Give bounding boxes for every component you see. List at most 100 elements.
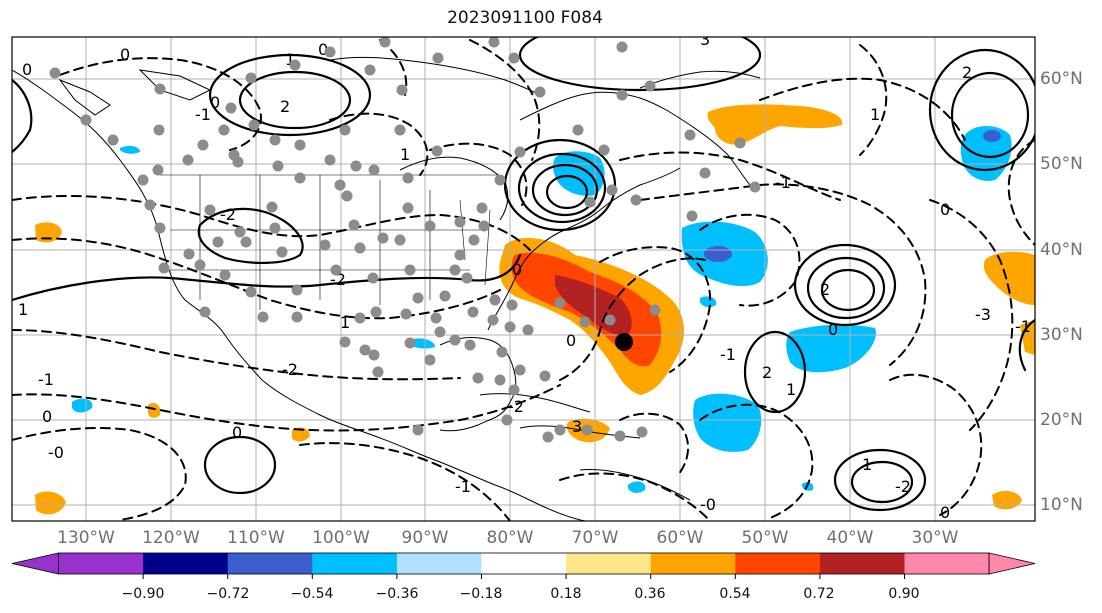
colorbar-tick-label: −0.72	[207, 586, 250, 602]
cold-anomaly-tropical	[693, 393, 762, 452]
warm-anomaly-pacific-sw	[35, 491, 66, 515]
contour-label: -1	[1015, 317, 1031, 336]
observation-marker	[319, 239, 331, 251]
lat-label: 20°N	[1040, 410, 1083, 430]
observation-marker	[644, 80, 656, 92]
colorbar-segment	[143, 553, 229, 574]
contour-label: 1	[340, 313, 350, 332]
observation-marker	[424, 220, 436, 232]
observation-marker	[461, 272, 473, 284]
observation-marker	[439, 290, 451, 302]
colorbar-ticks: −0.90 −0.72 −0.54 −0.36 −0.18 0.18 0.36 …	[122, 586, 920, 602]
contour-label: 0	[828, 320, 838, 339]
contour-label: 1	[786, 380, 796, 399]
lon-label: 30°W	[912, 528, 959, 548]
observation-marker	[379, 37, 391, 48]
map-title: 2023091100 F084	[447, 8, 603, 28]
observation-marker	[228, 149, 240, 161]
observation-marker	[686, 210, 698, 222]
observation-marker	[248, 119, 260, 131]
contour-label: 1	[862, 455, 872, 474]
observation-marker	[496, 346, 508, 358]
observation-marker	[240, 236, 252, 248]
lon-label: 50°W	[742, 528, 789, 548]
contour-label: -0	[48, 443, 64, 462]
colorbar-tick-label: −0.54	[291, 586, 334, 602]
colorbar-extend-min	[11, 552, 59, 575]
observation-marker	[584, 196, 596, 208]
observation-marker	[183, 248, 195, 260]
observation-marker	[197, 139, 209, 151]
observation-marker	[49, 67, 61, 79]
observation-marker	[539, 370, 551, 382]
observation-marker	[449, 334, 461, 346]
observation-marker	[494, 174, 506, 186]
observation-marker	[434, 326, 446, 338]
colorbar-frame	[58, 552, 990, 575]
observation-marker	[144, 199, 156, 211]
observation-marker	[487, 314, 499, 326]
colorbar-segment	[312, 553, 398, 574]
observation-marker	[257, 311, 269, 323]
observation-marker	[554, 297, 566, 309]
contour-label: 3	[572, 417, 582, 436]
observation-marker	[449, 264, 461, 276]
contour-label: -3	[975, 305, 991, 324]
observation-marker	[554, 424, 566, 436]
cold-anomaly-small-3	[120, 145, 140, 154]
observation-marker	[430, 312, 442, 324]
observation-marker	[394, 234, 406, 246]
observation-marker	[412, 292, 424, 304]
observation-marker	[504, 321, 516, 333]
observation-marker	[348, 219, 360, 231]
warm-anomaly-east-edge-2	[1020, 320, 1035, 355]
observation-marker	[367, 272, 379, 284]
observation-marker	[402, 172, 414, 184]
colorbar-tick-label: 0.72	[803, 586, 834, 602]
observation-marker	[404, 337, 416, 349]
observation-marker	[616, 41, 628, 53]
contour-label: -1	[38, 370, 54, 389]
observation-marker	[212, 236, 224, 248]
colorbar-segment	[735, 553, 821, 574]
observation-marker	[394, 124, 406, 136]
lon-label: 110°W	[227, 528, 285, 548]
observation-marker	[368, 349, 380, 361]
observation-marker	[616, 89, 628, 101]
observation-marker	[572, 124, 584, 136]
contour-label: -1	[195, 105, 211, 124]
observation-marker	[630, 194, 642, 206]
colorbar-segment	[566, 553, 652, 574]
observation-marker	[522, 324, 534, 336]
observation-marker	[370, 306, 382, 318]
observation-marker	[341, 190, 353, 202]
cold-anomaly-gulf	[410, 338, 435, 349]
observation-marker	[604, 314, 616, 326]
cold-anomaly-northeast-core	[983, 130, 1001, 142]
observation-marker	[400, 308, 412, 320]
observation-marker	[614, 430, 626, 442]
contour-label: 0	[22, 60, 32, 79]
lon-label: 120°W	[142, 528, 200, 548]
observation-marker	[579, 316, 591, 328]
observation-marker	[291, 284, 303, 296]
observation-marker	[107, 134, 119, 146]
contour-label: -2	[282, 360, 298, 379]
observation-marker	[330, 264, 342, 276]
observation-marker	[454, 216, 466, 228]
observation-marker	[534, 86, 546, 98]
observation-marker	[396, 84, 408, 96]
contour-label: 1	[285, 50, 295, 69]
contour-label: -1	[720, 345, 736, 364]
observation-marker	[476, 202, 488, 214]
colorbar-tick-label: 0.90	[888, 586, 919, 602]
observation-marker	[514, 364, 526, 376]
lat-label: 10°N	[1040, 495, 1083, 515]
contour-label: -2	[220, 205, 236, 224]
observation-marker	[424, 354, 436, 366]
contour-label: 0	[940, 200, 950, 219]
cold-anomaly-pacific-sw	[72, 398, 93, 413]
observation-marker	[294, 172, 306, 184]
observation-marker	[749, 181, 761, 193]
contours: 0 1 -1 2 -2 3 -3 0 0 2 1 1 -1 0 -0 -2 1 …	[12, 37, 1035, 521]
